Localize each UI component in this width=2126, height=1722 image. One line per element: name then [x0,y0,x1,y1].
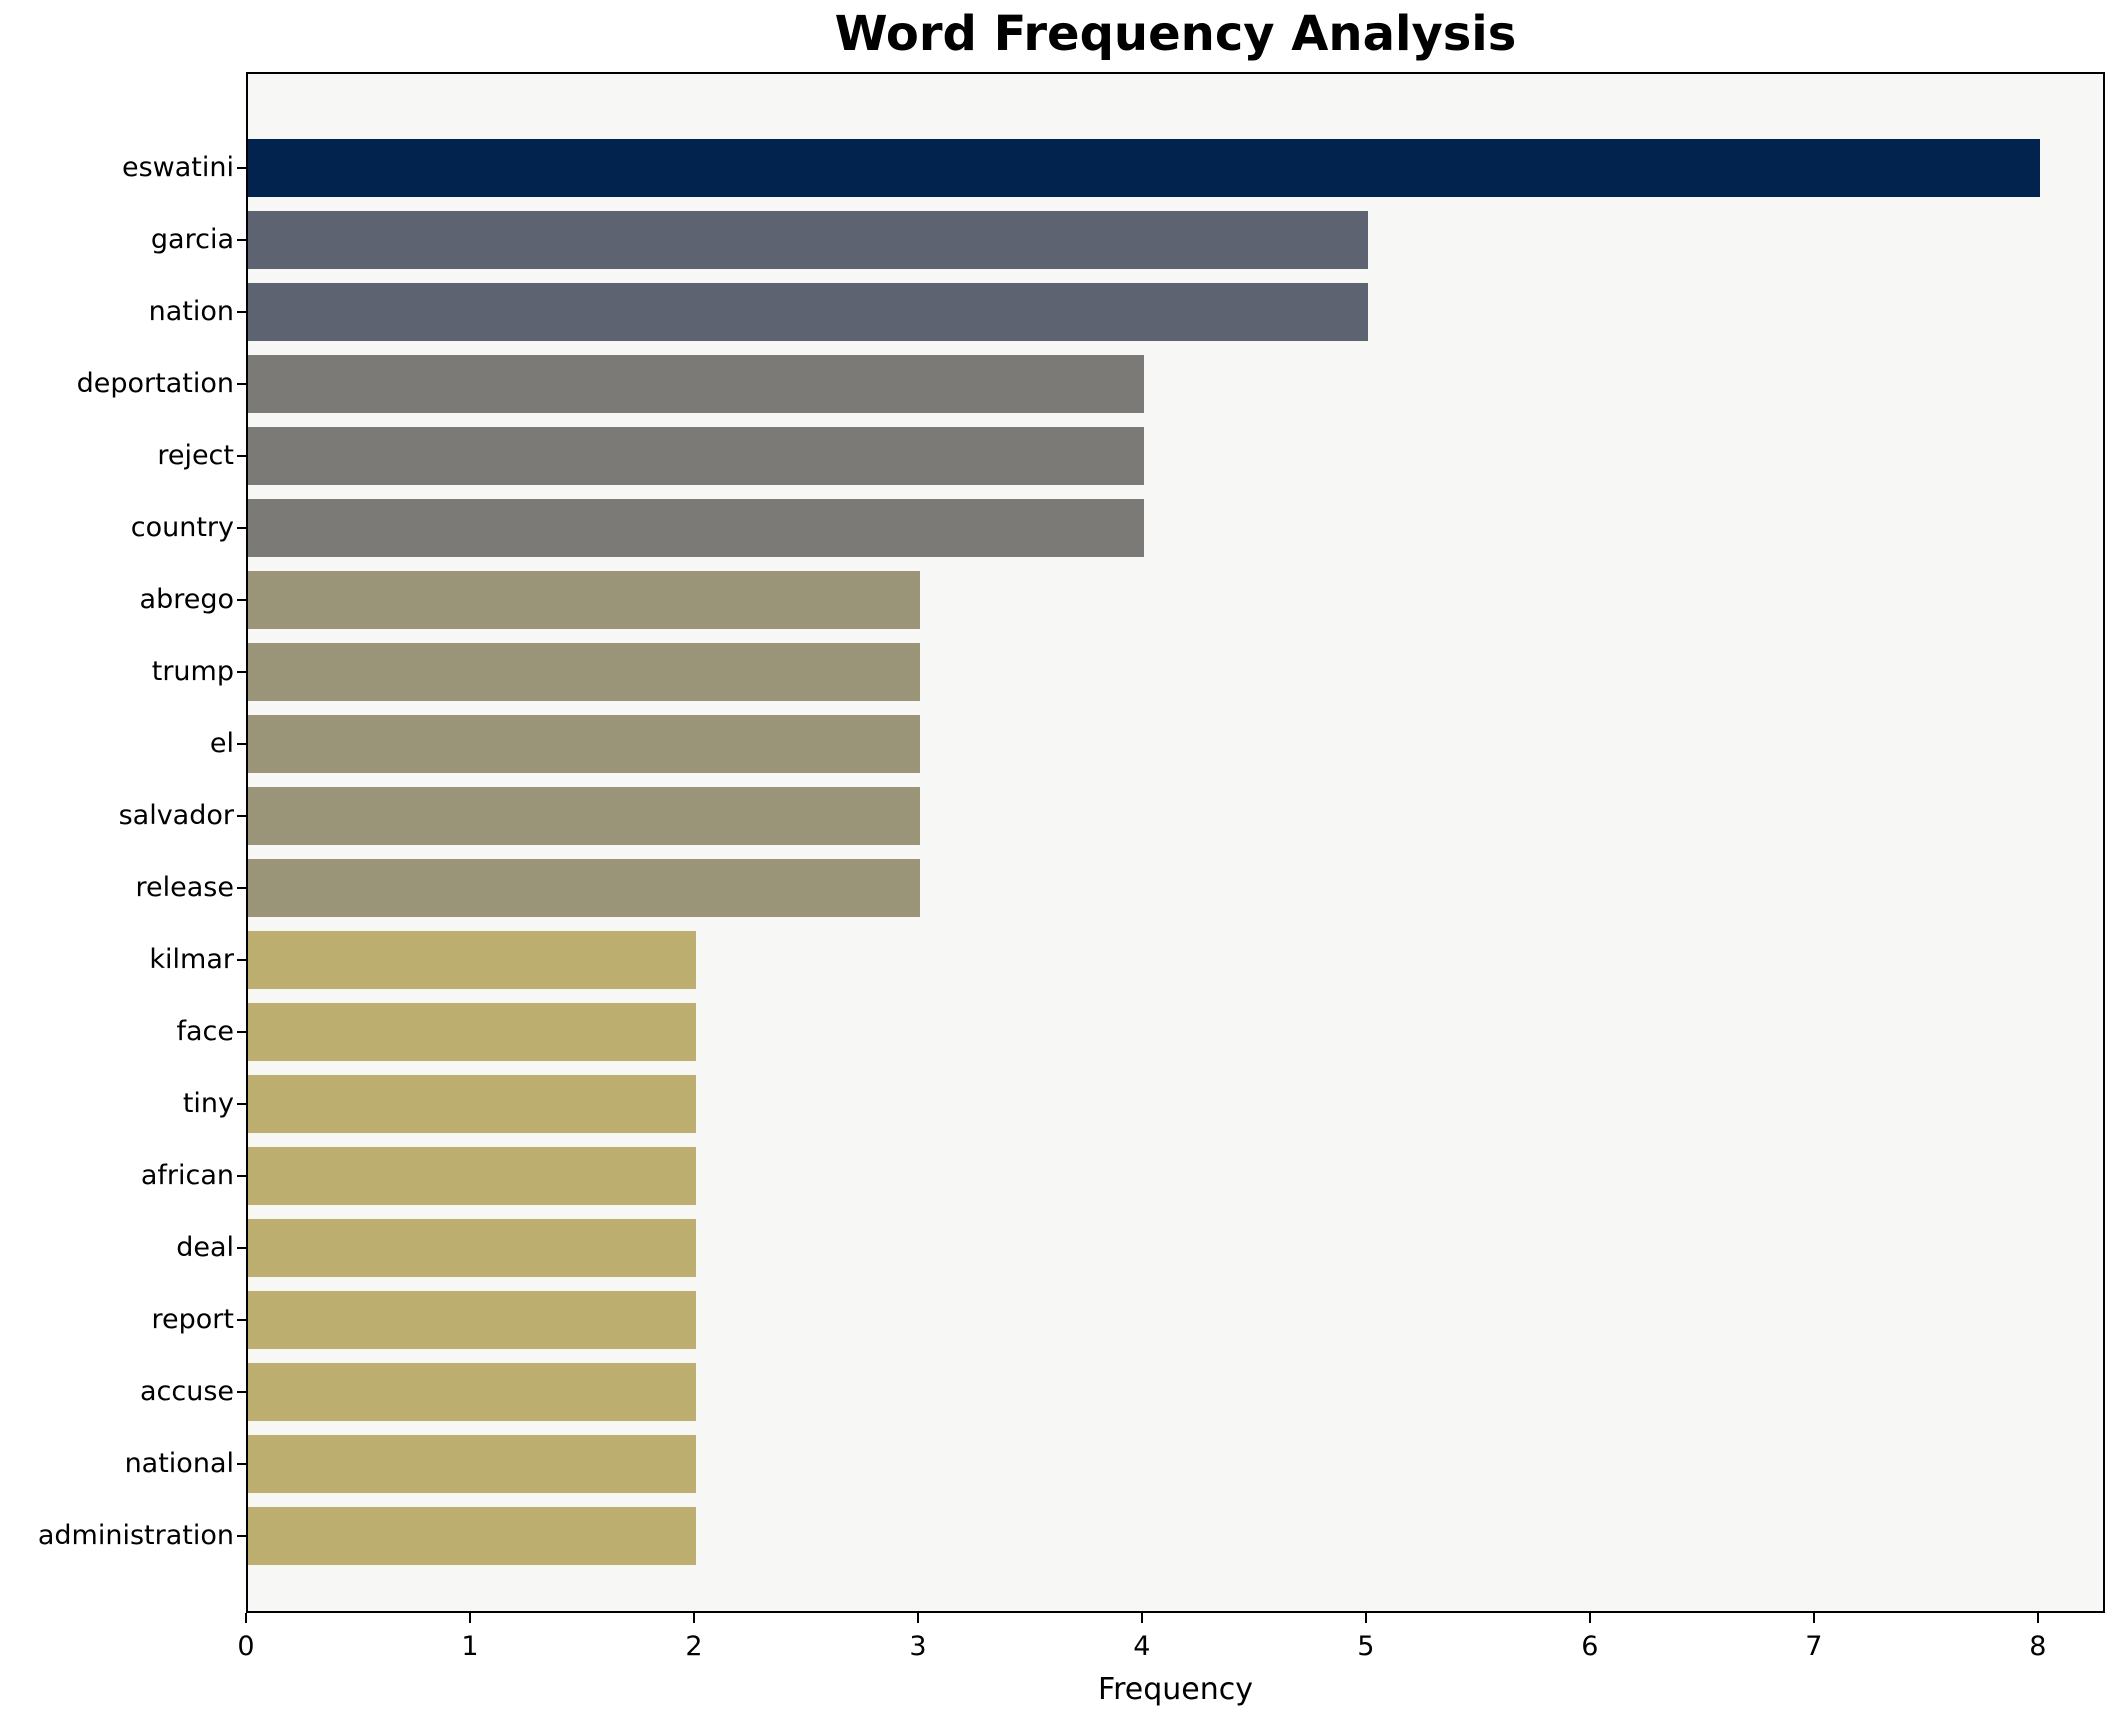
y-tick-label-report: report [151,1304,234,1335]
x-tick-label-0: 0 [237,1631,255,1662]
x-tick-mark [2036,1613,2039,1623]
y-tick-label-deal: deal [176,1232,234,1263]
y-tick-mark [237,527,246,529]
y-tick-mark [237,599,246,601]
bar-garcia [248,211,1368,269]
x-tick-mark [1588,1613,1591,1623]
y-tick-label-kilmar: kilmar [149,944,234,975]
bar-accuse [248,1363,696,1421]
y-tick-mark [237,1391,246,1393]
y-tick-mark [237,1031,246,1033]
bar-face [248,1003,696,1061]
y-tick-label-salvador: salvador [118,800,234,831]
bar-tiny [248,1075,696,1133]
x-tick-mark [916,1613,919,1623]
y-tick-label-face: face [176,1016,234,1047]
y-tick-label-abrego: abrego [139,584,234,615]
y-tick-mark [237,815,246,817]
y-tick-mark [237,455,246,457]
bar-report [248,1291,696,1349]
bar-salvador [248,787,920,845]
y-tick-label-accuse: accuse [139,1376,234,1407]
y-tick-mark [237,887,246,889]
x-tick-label-3: 3 [909,1631,927,1662]
bar-deportation [248,355,1144,413]
x-tick-label-5: 5 [1357,1631,1375,1662]
x-tick-mark [1812,1613,1815,1623]
y-tick-mark [237,1535,246,1537]
y-tick-label-reject: reject [157,440,234,471]
x-axis-title: Frequency [1098,1672,1253,1707]
y-tick-mark [237,671,246,673]
y-tick-mark [237,743,246,745]
x-tick-label-2: 2 [685,1631,703,1662]
bar-el [248,715,920,773]
bar-eswatini [248,139,2040,197]
y-tick-label-eswatini: eswatini [121,152,234,183]
bar-deal [248,1219,696,1277]
y-tick-mark [237,383,246,385]
x-tick-mark [245,1613,247,1623]
y-tick-label-nation: nation [148,296,234,327]
x-tick-mark [1140,1613,1143,1623]
x-tick-label-8: 8 [2029,1631,2047,1662]
x-tick-label-6: 6 [1581,1631,1599,1662]
x-tick-label-4: 4 [1133,1631,1151,1662]
y-tick-label-country: country [130,512,234,543]
y-tick-label-tiny: tiny [182,1088,234,1119]
y-tick-mark [237,959,246,961]
y-tick-mark [237,1247,246,1249]
bar-national [248,1435,696,1493]
bar-abrego [248,571,920,629]
y-tick-mark [237,239,246,241]
x-tick-label-7: 7 [1805,1631,1823,1662]
y-tick-mark [237,311,246,313]
bar-nation [248,283,1368,341]
bar-african [248,1147,696,1205]
y-tick-mark [237,1319,246,1321]
bar-kilmar [248,931,696,989]
y-tick-label-african: african [140,1160,234,1191]
bar-trump [248,643,920,701]
x-tick-mark [692,1613,695,1623]
y-tick-label-garcia: garcia [150,224,234,255]
bar-release [248,859,920,917]
y-tick-mark [237,1103,246,1105]
x-tick-mark [468,1613,471,1623]
x-tick-label-1: 1 [461,1631,479,1662]
chart-title: Word Frequency Analysis [834,6,1517,62]
y-tick-mark [237,1463,246,1465]
y-tick-label-el: el [209,728,234,759]
bar-reject [248,427,1144,485]
x-tick-mark [1364,1613,1367,1623]
y-tick-label-deportation: deportation [76,368,234,399]
bar-country [248,499,1144,557]
y-tick-label-release: release [135,872,234,903]
y-tick-mark [237,1175,246,1177]
y-tick-mark [237,167,246,169]
y-tick-label-trump: trump [151,656,234,687]
bar-administration [248,1507,696,1565]
y-tick-label-national: national [124,1448,234,1479]
y-tick-label-administration: administration [37,1520,234,1551]
